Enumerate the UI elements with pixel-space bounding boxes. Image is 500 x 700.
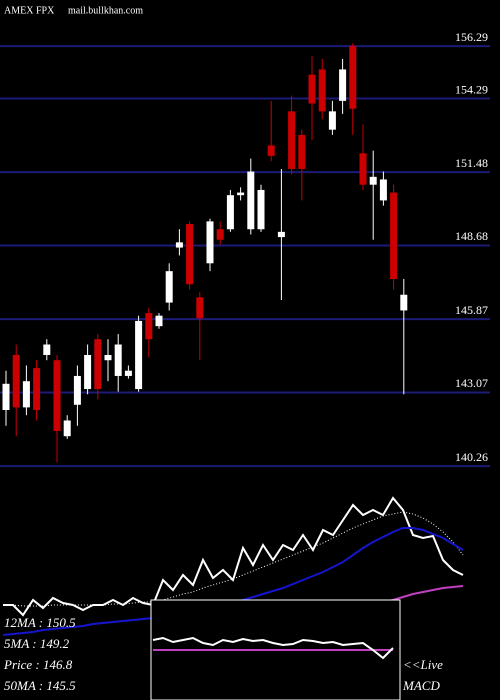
candle-body [298,134,306,169]
candle-body [53,360,61,431]
live-label: <<Live [403,657,443,672]
y-tick-label: 148.68 [455,229,488,243]
candle-body [390,192,398,280]
y-tick-label: 151.48 [455,156,488,170]
indicator-line [3,511,464,607]
candle-body [288,111,296,169]
indicator-line [382,585,464,603]
candle-body [226,195,234,230]
candle-body [247,171,255,230]
candle-body [155,315,163,327]
candle-body [33,368,41,411]
candle-body [277,231,285,238]
candle-body [237,192,245,196]
macd-label: MACD [402,678,440,693]
y-tick-label: 156.29 [455,30,488,44]
info-label: 50MA : 145.5 [4,678,76,693]
candle-body [43,344,51,355]
candle-body [104,354,112,361]
candle-body [2,383,10,411]
candle-body [145,313,153,340]
candle-body [349,45,357,109]
candle-body [165,271,173,303]
candle-body [175,242,183,248]
candle-body [196,297,204,319]
candle-body [318,69,326,112]
chart-title: AMEX FPX [4,5,55,16]
candle-body [186,223,194,285]
candle-body [84,354,92,390]
candle-body [22,381,30,408]
candle-body [339,69,347,101]
y-tick-label: 140.26 [455,450,488,464]
candle-body [63,420,71,437]
chart-subtitle: mail.bullkhan.com [68,5,143,16]
candle-body [359,153,367,185]
macd-line [152,636,394,660]
candle-body [135,320,143,390]
candle-body [267,145,275,156]
y-tick-label: 145.87 [455,303,488,317]
candle-body [379,179,387,201]
candle-body [124,370,132,376]
candle-body [73,375,81,405]
candle-body [369,176,377,185]
candle-body [257,189,265,230]
indicator-line [3,496,464,617]
candle-body [308,74,316,104]
info-label: 12MA : 150.5 [4,615,76,630]
info-label: Price : 146.8 [3,657,73,672]
candle-body [114,344,122,376]
candle-body [400,294,408,311]
candle-body [12,354,20,408]
y-tick-label: 143.07 [455,376,488,390]
candle-body [328,111,336,130]
candle-body [206,221,214,264]
candle-body [216,229,224,240]
candle-body [94,339,102,390]
y-tick-label: 154.29 [455,82,488,96]
info-label: 5MA : 149.2 [4,636,70,651]
